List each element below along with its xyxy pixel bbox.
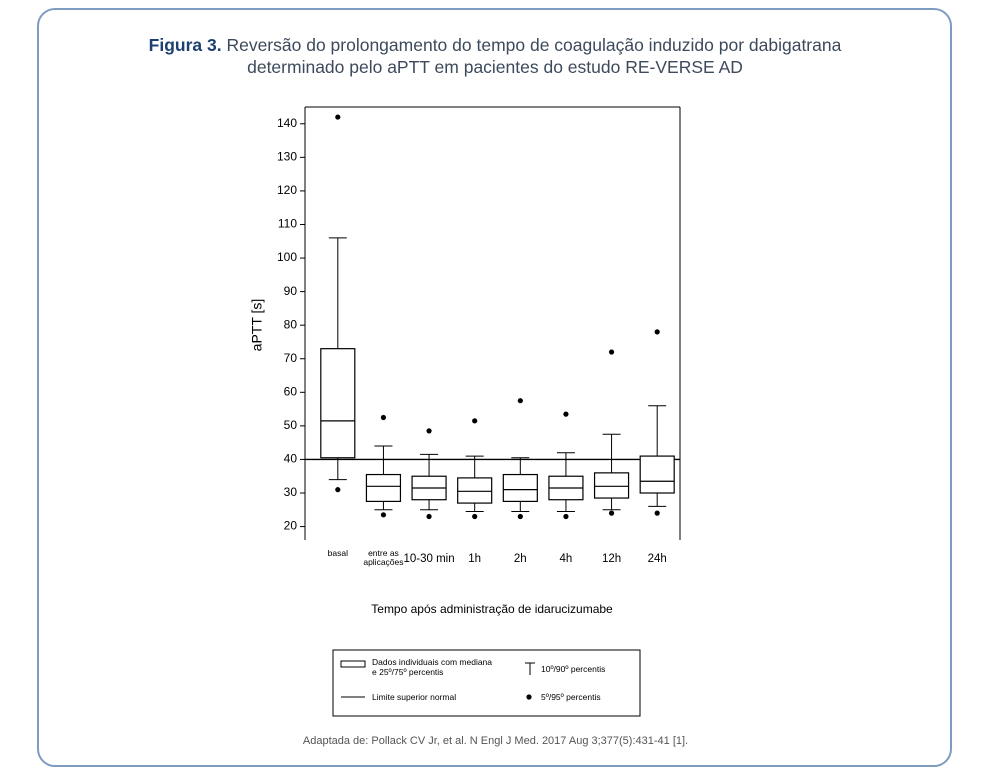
y-tick-label: 40 (284, 452, 298, 466)
box (365, 473, 402, 502)
y-tick-label: 60 (284, 384, 298, 398)
legend-label: 5º/95º percentis (541, 692, 601, 702)
x-tick-label: 2h (513, 553, 527, 565)
frame (37, 8, 952, 767)
outlier-low (335, 487, 341, 493)
outlier-high (517, 398, 523, 404)
outlier-low (608, 510, 615, 516)
y-tick-label: 80 (284, 317, 298, 331)
outlier-high (380, 414, 387, 421)
outlier-low (517, 513, 523, 520)
legend-label: Limite superior normal (372, 692, 457, 702)
title-text: Reversão do prolongamento do tempo de co… (226, 35, 842, 77)
x-axis-label: Tempo após administração de idarucizumab… (371, 602, 613, 616)
legend-label: Dados individuais com mediana e 25º/75º … (372, 657, 493, 677)
legend-dot (526, 694, 532, 700)
x-tick-label: 1h (468, 553, 482, 565)
outlier-low (426, 513, 432, 520)
x-tick-label: 10-30 min (403, 553, 455, 565)
outlier-high (654, 329, 660, 335)
x-tick-label: basal (327, 548, 348, 558)
y-tick-label: 120 (277, 183, 297, 197)
y-tick-label: 100 (277, 250, 297, 264)
outlier-high (563, 411, 569, 417)
y-axis-label: aPTT [s] (249, 299, 265, 352)
y-tick-label: 70 (284, 351, 298, 365)
y-tick-label: 20 (284, 519, 298, 533)
x-tick-label: 24h (647, 553, 667, 565)
outlier-high (426, 428, 432, 434)
y-tick-label: 50 (284, 418, 298, 432)
title-label: Figura 3. (148, 35, 222, 55)
box (502, 473, 538, 502)
box (639, 455, 675, 494)
y-tick-label: 90 (284, 284, 298, 298)
y-tick-label: 30 (284, 485, 298, 499)
outlier-low (472, 513, 478, 520)
x-tick-label: entre as aplicações (363, 548, 404, 567)
y-tick-label: 140 (277, 116, 297, 130)
outlier-high (608, 349, 615, 355)
outlier-high (472, 418, 478, 424)
legend-box (332, 649, 641, 717)
box (457, 477, 493, 504)
y-tick-label: 110 (278, 217, 297, 231)
outlier-low (563, 513, 569, 520)
outlier-high (335, 114, 341, 120)
source: Adaptada de: Pollack CV Jr, et al. N Eng… (302, 735, 689, 747)
box (320, 348, 356, 459)
outlier-low (380, 512, 387, 518)
legend-label: 10º/90º percentis (541, 664, 606, 674)
x-tick-label: 4h (559, 553, 573, 565)
y-tick-label: 130 (277, 150, 297, 164)
outlier-low (654, 510, 660, 516)
box (593, 472, 630, 499)
x-tick-label: 12h (601, 553, 622, 565)
chart-title: Figura 3. Reversão do prolongamento do t… (120, 34, 870, 78)
legend-box-swatch (340, 660, 366, 668)
